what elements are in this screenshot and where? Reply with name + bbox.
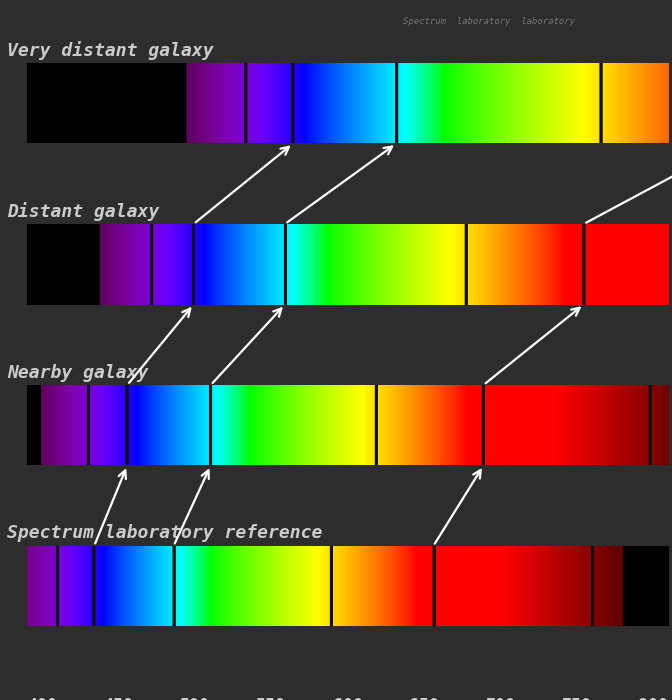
Text: Spectrum  laboratory  laboratory: Spectrum laboratory laboratory [403, 18, 575, 27]
Text: Distant galaxy: Distant galaxy [7, 202, 159, 220]
Text: Nearby galaxy: Nearby galaxy [7, 363, 148, 382]
Text: Spectrum laboratory reference: Spectrum laboratory reference [7, 524, 322, 542]
Text: Very distant galaxy: Very distant galaxy [7, 41, 213, 60]
